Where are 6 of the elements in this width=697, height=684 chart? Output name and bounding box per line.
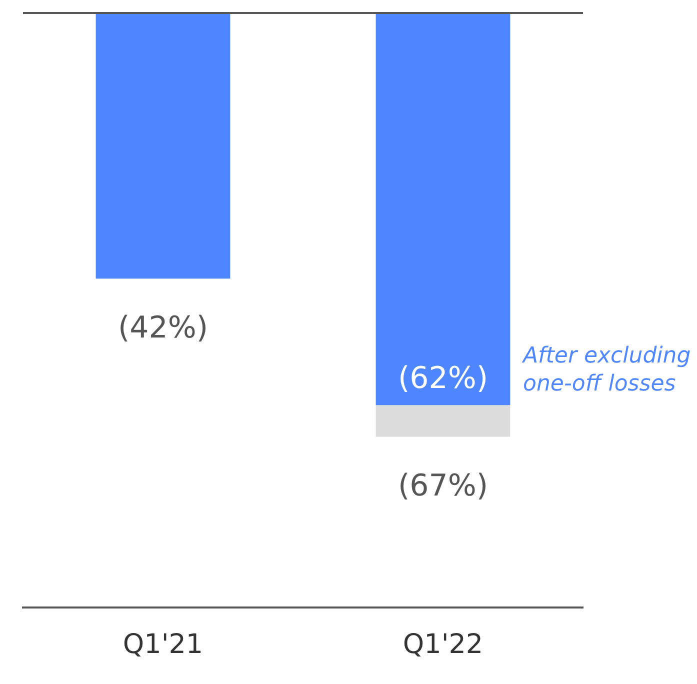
data-label: (62%) — [398, 360, 488, 396]
x-tick-label: Q1'22 — [402, 628, 484, 660]
data-label: (42%) — [118, 310, 208, 346]
annotation: After excluding one-off losses — [521, 343, 691, 396]
total-label: (67%) — [398, 468, 488, 504]
x-tick-label: Q1'21 — [122, 628, 204, 660]
